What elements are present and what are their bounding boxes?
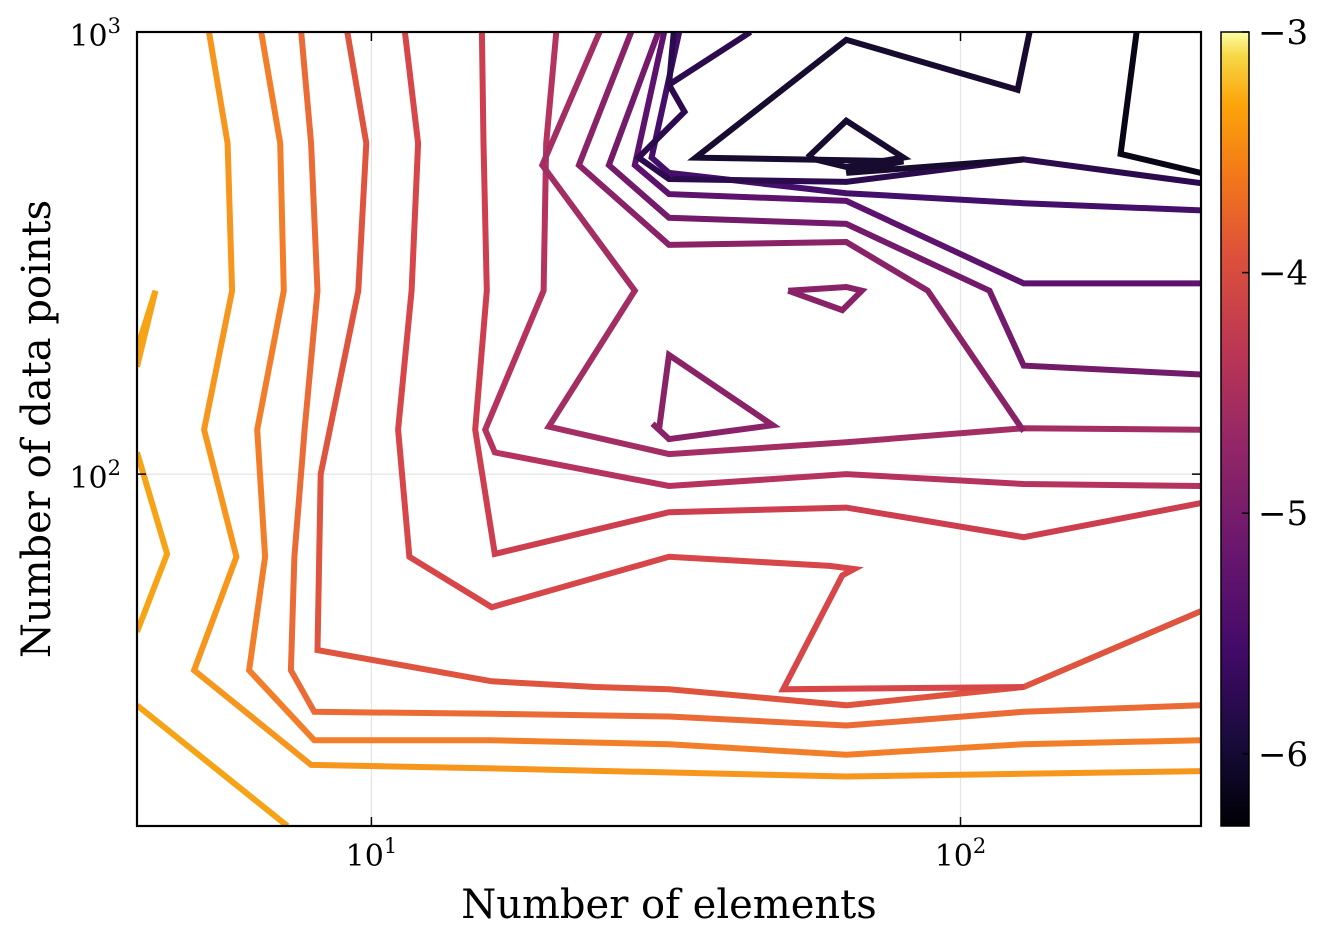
contour-line-level-neg5_1-2 <box>787 283 868 314</box>
contour-line-level-neg3_8-0 <box>245 32 1201 758</box>
contour-lines <box>137 32 1201 826</box>
contour-line-level-neg6_1-0 <box>687 32 1033 176</box>
y-tick-label: 102 <box>69 456 121 496</box>
contour-line-level-neg4_8-0 <box>481 32 1201 490</box>
contour-line-level-neg5-0 <box>538 32 1201 458</box>
contour-line-level-neg6_25-0 <box>1117 32 1201 176</box>
colorbar-tick-label: −6 <box>1258 735 1308 775</box>
contour-line-level-neg3_4-2 <box>137 702 290 826</box>
colorbar-tick-label: −5 <box>1258 494 1308 534</box>
x-tick-label: 101 <box>346 834 398 874</box>
contour-line-level-neg6_1-1 <box>805 116 912 171</box>
contour-line-level-neg5_9-1 <box>667 32 753 88</box>
colorbar: −3 −4 −5 −6 <box>1220 13 1308 827</box>
contour-line-level-neg5_5-0 <box>631 32 1201 287</box>
contour-line-level-neg5_3-0 <box>605 32 1201 378</box>
axis-ticks: 101 102 102 103 <box>69 14 1201 874</box>
x-tick-label: 102 <box>935 834 987 874</box>
contour-line-level-neg3_4-1 <box>137 451 171 633</box>
contour-line-level-neg5_1-1 <box>650 349 781 443</box>
contour-line-level-neg4-0 <box>287 32 1201 729</box>
contour-line-level-neg4_2-0 <box>314 32 1201 709</box>
colorbar-tick-label: −4 <box>1258 254 1308 294</box>
y-tick-label: 103 <box>69 14 121 54</box>
contour-line-level-neg5_1-0 <box>575 32 1027 433</box>
colorbar-tick-label: −3 <box>1258 13 1308 53</box>
x-axis-label: Number of elements <box>461 882 877 928</box>
contour-line-level-neg5_7-0 <box>648 32 1201 214</box>
colorbar-gradient <box>1220 31 1250 827</box>
y-axis-label: Number of data points <box>14 200 60 658</box>
contour-line-level-neg3_6-0 <box>190 32 1201 780</box>
contour-line-level-neg3_4-0 <box>137 289 159 368</box>
contour-line-level-neg4_6-0 <box>472 32 1201 558</box>
contour-line-level-neg4_4-0 <box>395 32 1024 693</box>
plot-frame <box>135 30 1203 828</box>
